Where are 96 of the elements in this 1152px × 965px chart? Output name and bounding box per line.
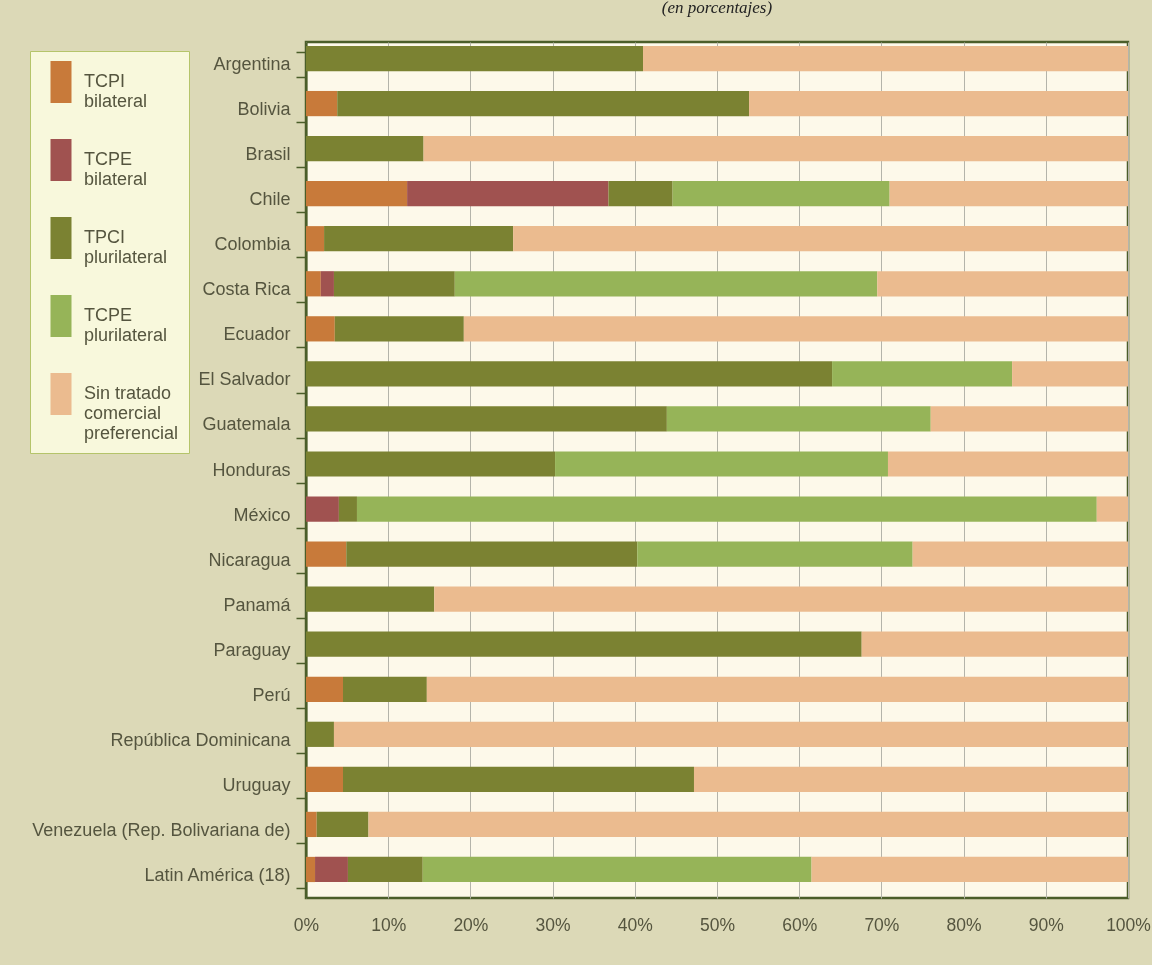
x-tick-label: 60% bbox=[782, 914, 818, 935]
bar bbox=[368, 811, 1128, 838]
bar bbox=[423, 136, 1128, 162]
bar bbox=[306, 136, 424, 162]
bar bbox=[555, 451, 888, 477]
bar bbox=[749, 90, 1128, 117]
bar bbox=[320, 271, 334, 297]
bar bbox=[666, 406, 931, 432]
bar bbox=[306, 226, 325, 252]
bar bbox=[306, 586, 435, 612]
bar bbox=[356, 496, 1097, 522]
y-tick-label: Bolivia bbox=[237, 99, 292, 120]
bar bbox=[316, 811, 369, 838]
bar bbox=[672, 181, 890, 207]
y-tick-label: Latin América (18) bbox=[144, 864, 291, 885]
y-tick-label: Costa Rica bbox=[202, 279, 292, 300]
bar bbox=[347, 856, 423, 883]
y-tick-label: República Dominicana bbox=[110, 729, 292, 750]
bar bbox=[306, 45, 644, 72]
bar bbox=[306, 406, 667, 432]
y-tick-label: Chile bbox=[249, 189, 291, 210]
y-tick-label: Venezuela (Rep. Bolivariana de) bbox=[32, 819, 291, 840]
y-tick-label: Uruguay bbox=[222, 774, 291, 795]
y-tick-label: Argentina bbox=[213, 54, 292, 75]
bar bbox=[306, 766, 343, 792]
bar bbox=[337, 90, 750, 117]
bar bbox=[861, 631, 1128, 657]
y-tick-label: Guatemala bbox=[202, 414, 292, 435]
x-tick-label: 90% bbox=[1028, 914, 1064, 935]
x-tick-label: 70% bbox=[864, 914, 900, 935]
bar bbox=[407, 181, 609, 207]
bar bbox=[306, 676, 343, 702]
chart-title: (en porcentajes) bbox=[661, 0, 773, 17]
bar bbox=[1096, 496, 1128, 522]
legend-label: TCPE bilateral bbox=[84, 149, 148, 189]
y-tick-label: El Salvador bbox=[198, 369, 291, 390]
bar bbox=[324, 226, 514, 252]
bar bbox=[463, 316, 1128, 342]
y-tick-label: Nicaragua bbox=[208, 549, 292, 570]
bar bbox=[426, 676, 1128, 702]
bar bbox=[608, 181, 673, 207]
bar bbox=[306, 631, 862, 657]
y-tick-label: Perú bbox=[252, 684, 291, 705]
bar bbox=[454, 271, 878, 297]
bar bbox=[306, 361, 833, 387]
bar bbox=[693, 766, 1128, 792]
bar bbox=[832, 361, 1013, 387]
bar bbox=[342, 676, 427, 702]
y-tick-label: Paraguay bbox=[213, 639, 291, 660]
y-tick-label: Panamá bbox=[223, 594, 292, 615]
bar bbox=[887, 451, 1128, 477]
y-tick-label: Ecuador bbox=[223, 324, 291, 345]
bar bbox=[434, 586, 1128, 612]
bar bbox=[315, 856, 348, 883]
bar bbox=[306, 271, 321, 297]
y-tick-label: Brasil bbox=[245, 144, 291, 165]
legend-label: TCPE plurilateral bbox=[84, 305, 168, 345]
bar bbox=[342, 766, 694, 792]
bar bbox=[513, 226, 1128, 252]
legend-label: TPCI plurilateral bbox=[84, 227, 168, 267]
bar bbox=[338, 496, 357, 522]
bar bbox=[333, 271, 455, 297]
legend-label: Sin tratado comercial preferencial bbox=[84, 383, 179, 443]
x-tick-label: 30% bbox=[535, 914, 571, 935]
x-tick-label: 40% bbox=[617, 914, 653, 935]
bar bbox=[306, 451, 556, 477]
bar bbox=[306, 856, 316, 883]
bar bbox=[643, 45, 1128, 72]
bar bbox=[637, 541, 913, 567]
bar bbox=[306, 90, 338, 117]
bar bbox=[334, 316, 464, 342]
bar bbox=[306, 541, 347, 567]
bar bbox=[306, 721, 334, 747]
x-tick-label: 80% bbox=[946, 914, 982, 935]
bar bbox=[912, 541, 1128, 567]
bar bbox=[1012, 361, 1128, 387]
bar bbox=[930, 406, 1128, 432]
x-tick-label: 10% bbox=[371, 914, 407, 935]
x-tick-label: 50% bbox=[699, 914, 736, 935]
bar bbox=[422, 856, 812, 883]
legend-label: TCPI bilateral bbox=[84, 71, 148, 111]
x-tick-label: 20% bbox=[453, 914, 489, 935]
y-tick-label: México bbox=[233, 504, 291, 525]
bar bbox=[306, 316, 335, 342]
y-tick-label: Colombia bbox=[214, 234, 292, 255]
bar bbox=[306, 811, 317, 838]
bar bbox=[346, 541, 638, 567]
bar bbox=[333, 721, 1128, 747]
bar bbox=[306, 181, 408, 207]
bar bbox=[306, 496, 339, 522]
x-tick-label: 100% bbox=[1106, 914, 1151, 935]
bar bbox=[811, 856, 1128, 883]
y-tick-label: Honduras bbox=[212, 459, 291, 480]
bar bbox=[877, 271, 1128, 297]
bar bbox=[889, 181, 1128, 207]
x-tick-label: 0% bbox=[293, 914, 320, 935]
